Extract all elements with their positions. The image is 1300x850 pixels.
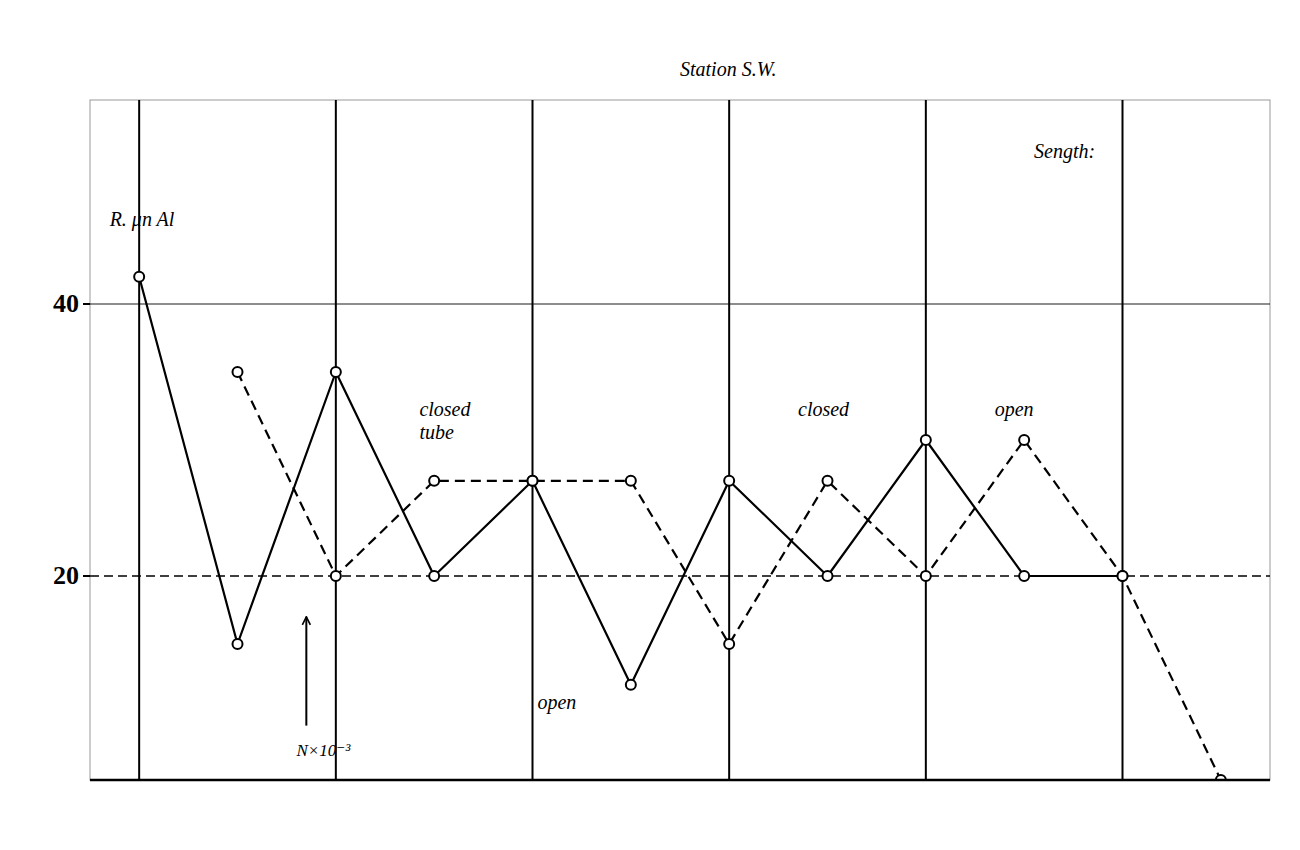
point	[724, 476, 734, 486]
annotation: R. μn Al	[109, 208, 175, 231]
point	[724, 639, 734, 649]
annotation: N×10⁻³	[296, 741, 352, 760]
point	[921, 435, 931, 445]
section-line	[532, 100, 534, 780]
point	[429, 476, 439, 486]
point	[823, 476, 833, 486]
point	[1118, 571, 1128, 581]
y-tick	[83, 575, 90, 577]
section-line	[335, 100, 337, 780]
point	[1019, 571, 1029, 581]
point	[233, 367, 243, 377]
section-line	[138, 100, 140, 780]
y-tick	[83, 303, 90, 305]
plot-frame	[90, 100, 1270, 780]
chart: 20 40 R. μn Al N×10⁻³ closedtube open closed op…	[0, 0, 1300, 850]
annotation: closedtube	[419, 398, 471, 443]
point	[134, 272, 144, 282]
point	[429, 571, 439, 581]
series-line	[139, 277, 1122, 685]
point	[823, 571, 833, 581]
point	[331, 571, 341, 581]
point	[233, 639, 243, 649]
point	[1019, 435, 1029, 445]
reference-line	[90, 303, 1270, 304]
point	[528, 476, 538, 486]
section-line	[728, 100, 730, 780]
annotation: open	[537, 691, 576, 714]
annotation: closed	[798, 398, 850, 420]
point	[1118, 571, 1128, 581]
series-line	[238, 372, 1221, 780]
annotation: Station S.W.	[680, 58, 777, 80]
point	[331, 367, 341, 377]
y-tick-label: 40	[53, 289, 79, 318]
annotation: Sength:	[1034, 140, 1095, 163]
point	[921, 571, 931, 581]
annotation: open	[995, 398, 1034, 421]
point	[528, 476, 538, 486]
arrow	[305, 617, 307, 726]
plot-area	[90, 100, 1270, 780]
point	[626, 476, 636, 486]
section-line	[1122, 100, 1124, 780]
y-tick-label: 20	[53, 561, 79, 590]
point	[626, 680, 636, 690]
x-axis-line	[90, 779, 1270, 782]
